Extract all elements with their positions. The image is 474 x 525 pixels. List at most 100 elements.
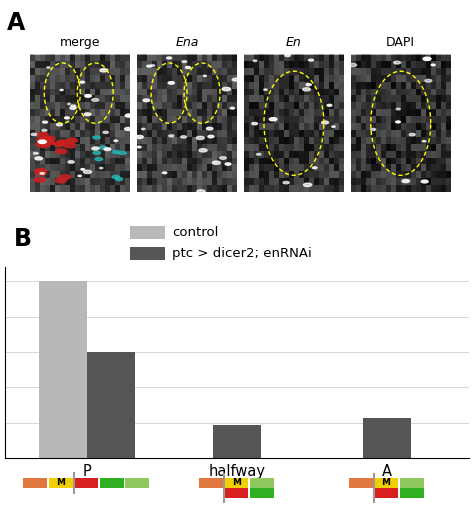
Circle shape [80,81,84,83]
Text: B: B [14,227,32,251]
Circle shape [119,152,127,154]
Circle shape [312,167,317,169]
Circle shape [212,161,220,164]
Bar [49,478,73,488]
Circle shape [55,178,66,183]
Circle shape [423,57,431,60]
Circle shape [84,113,91,116]
Circle shape [252,122,257,125]
Circle shape [114,140,118,142]
Circle shape [199,149,207,152]
Circle shape [125,114,133,117]
Bar [351,55,451,192]
Circle shape [100,167,103,169]
Bar [400,488,424,498]
Circle shape [348,64,356,67]
Circle shape [54,142,65,146]
Bar [24,478,47,488]
Circle shape [71,105,76,107]
Circle shape [283,181,289,184]
Circle shape [431,64,435,66]
Circle shape [35,171,46,175]
Bar [250,488,273,498]
Circle shape [35,169,46,173]
Circle shape [60,89,63,91]
Bar [374,478,398,488]
Circle shape [327,104,332,106]
Circle shape [256,153,261,155]
Circle shape [40,136,52,141]
Circle shape [85,94,91,97]
Circle shape [125,128,132,130]
Circle shape [95,158,102,161]
Circle shape [78,175,81,176]
Circle shape [70,107,76,109]
Circle shape [371,129,376,131]
Circle shape [64,143,75,148]
Bar [30,55,130,192]
Circle shape [37,132,49,137]
Bar [74,478,99,488]
Circle shape [64,117,69,119]
Text: M: M [232,478,241,488]
Circle shape [35,157,43,160]
Text: DAPI: DAPI [386,36,415,49]
Text: En: En [286,36,302,49]
Circle shape [44,136,55,141]
Circle shape [402,180,410,183]
Text: Ena: Ena [175,36,199,49]
Circle shape [396,121,400,123]
Circle shape [31,133,36,135]
Circle shape [68,161,74,163]
Circle shape [232,78,239,81]
Circle shape [115,177,123,181]
Bar [130,226,165,239]
Circle shape [42,129,47,131]
Circle shape [306,83,311,86]
Circle shape [309,59,313,61]
Circle shape [136,135,143,139]
Bar [213,425,261,458]
Circle shape [169,135,174,137]
Bar [250,478,273,488]
Circle shape [182,60,187,62]
Circle shape [222,87,230,91]
Circle shape [269,118,277,121]
Circle shape [56,123,63,126]
Bar [87,352,135,458]
Circle shape [332,126,335,127]
Circle shape [150,65,155,67]
Circle shape [91,99,99,101]
Bar [100,478,124,488]
Circle shape [422,141,426,142]
Circle shape [92,147,99,150]
Circle shape [142,128,145,130]
Bar [244,55,344,192]
Bar [199,478,223,488]
Circle shape [185,67,191,69]
Bar [130,247,165,260]
Circle shape [394,61,401,64]
Circle shape [93,151,100,154]
Bar [363,418,411,458]
Bar [224,488,248,498]
Circle shape [43,121,47,123]
Circle shape [206,127,213,130]
Circle shape [285,54,291,57]
Bar [39,281,87,458]
Circle shape [181,136,186,138]
Text: M: M [382,478,391,488]
Circle shape [43,140,55,145]
Circle shape [42,140,53,144]
Circle shape [396,108,401,110]
Text: M: M [56,478,65,488]
Circle shape [38,140,46,143]
Bar [374,488,398,498]
Circle shape [47,67,50,68]
Circle shape [163,172,167,174]
Circle shape [168,81,174,84]
Circle shape [40,173,45,174]
Text: A: A [7,11,25,35]
Circle shape [303,88,310,91]
Circle shape [143,99,149,102]
